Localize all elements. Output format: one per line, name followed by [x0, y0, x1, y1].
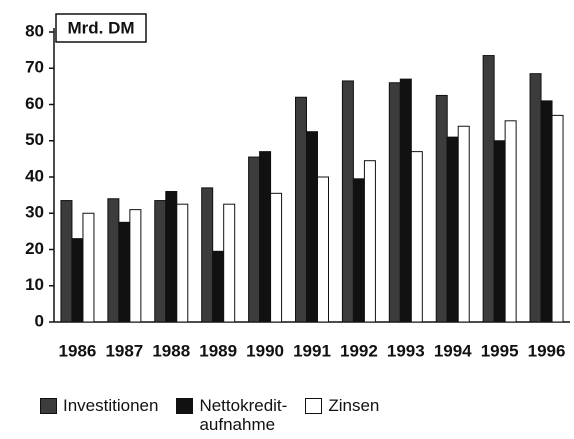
x-tick-label: 1989 — [199, 341, 237, 360]
y-tick-label: 70 — [25, 58, 44, 77]
x-tick-label: 1993 — [387, 341, 425, 360]
bar — [154, 200, 167, 323]
y-tick-label: 40 — [25, 166, 44, 185]
bar — [82, 212, 95, 323]
legend-label: Nettokredit- aufnahme — [199, 396, 288, 434]
bar — [551, 114, 564, 323]
x-tick-label: 1996 — [528, 341, 566, 360]
legend-item: Nettokredit- aufnahme — [176, 396, 287, 434]
bar — [165, 191, 178, 323]
y-tick-label: 50 — [25, 130, 44, 149]
bar — [435, 94, 448, 323]
legend-swatch — [176, 398, 194, 414]
x-tick-label: 1991 — [293, 341, 331, 360]
bar — [493, 140, 506, 323]
y-tick-label: 0 — [35, 311, 44, 330]
legend-swatch — [305, 398, 323, 414]
x-tick-label: 1987 — [105, 341, 143, 360]
x-tick-label: 1986 — [59, 341, 97, 360]
bar — [352, 178, 365, 323]
bar — [212, 250, 225, 323]
x-tick-label: 1995 — [481, 341, 519, 360]
y-tick-label: 80 — [25, 21, 44, 40]
legend-label: Zinsen — [328, 396, 380, 415]
bar — [482, 55, 495, 323]
y-tick-label: 20 — [25, 239, 44, 258]
bar — [540, 100, 553, 323]
bar — [457, 125, 470, 323]
bar — [295, 96, 307, 323]
bar — [118, 221, 131, 323]
bar — [529, 73, 542, 323]
bar — [446, 136, 459, 323]
y-label-box — [55, 13, 147, 43]
bar — [504, 120, 517, 323]
bar — [399, 78, 412, 323]
chart: Mrd. DM 0 10 20 30 40 50 60 70 80 1986 1987 1988 198… — [25, 13, 570, 360]
bar — [341, 80, 354, 323]
bar — [270, 192, 283, 323]
legend-swatch — [40, 398, 57, 414]
y-tick-label: 30 — [25, 203, 44, 222]
x-tick-label: 1990 — [246, 341, 284, 360]
bar — [60, 200, 73, 323]
bar — [317, 176, 329, 323]
bar — [306, 131, 318, 323]
legend-item: Zinsen — [305, 396, 379, 434]
bar — [129, 209, 142, 323]
legend-label: Investitionen — [63, 396, 159, 415]
x-tick-label: 1988 — [152, 341, 190, 360]
bar — [388, 82, 401, 323]
y-tick-label: 60 — [25, 94, 44, 113]
bar — [107, 198, 120, 323]
bar — [363, 160, 376, 323]
legend-item: Investitionen — [40, 396, 158, 434]
legend: Investitionen Nettokredit- aufnahme Zinsen — [40, 396, 379, 434]
y-axis-label: Mrd. DM — [67, 18, 134, 37]
x-tick-label: 1992 — [340, 341, 378, 360]
bar — [71, 238, 84, 323]
x-tick-label: 1994 — [434, 341, 472, 360]
bar — [176, 203, 189, 323]
bar — [248, 156, 261, 323]
bar — [201, 187, 214, 323]
y-tick-label: 10 — [25, 275, 44, 294]
bar — [259, 151, 272, 323]
bar — [410, 151, 423, 323]
bar — [223, 203, 236, 323]
